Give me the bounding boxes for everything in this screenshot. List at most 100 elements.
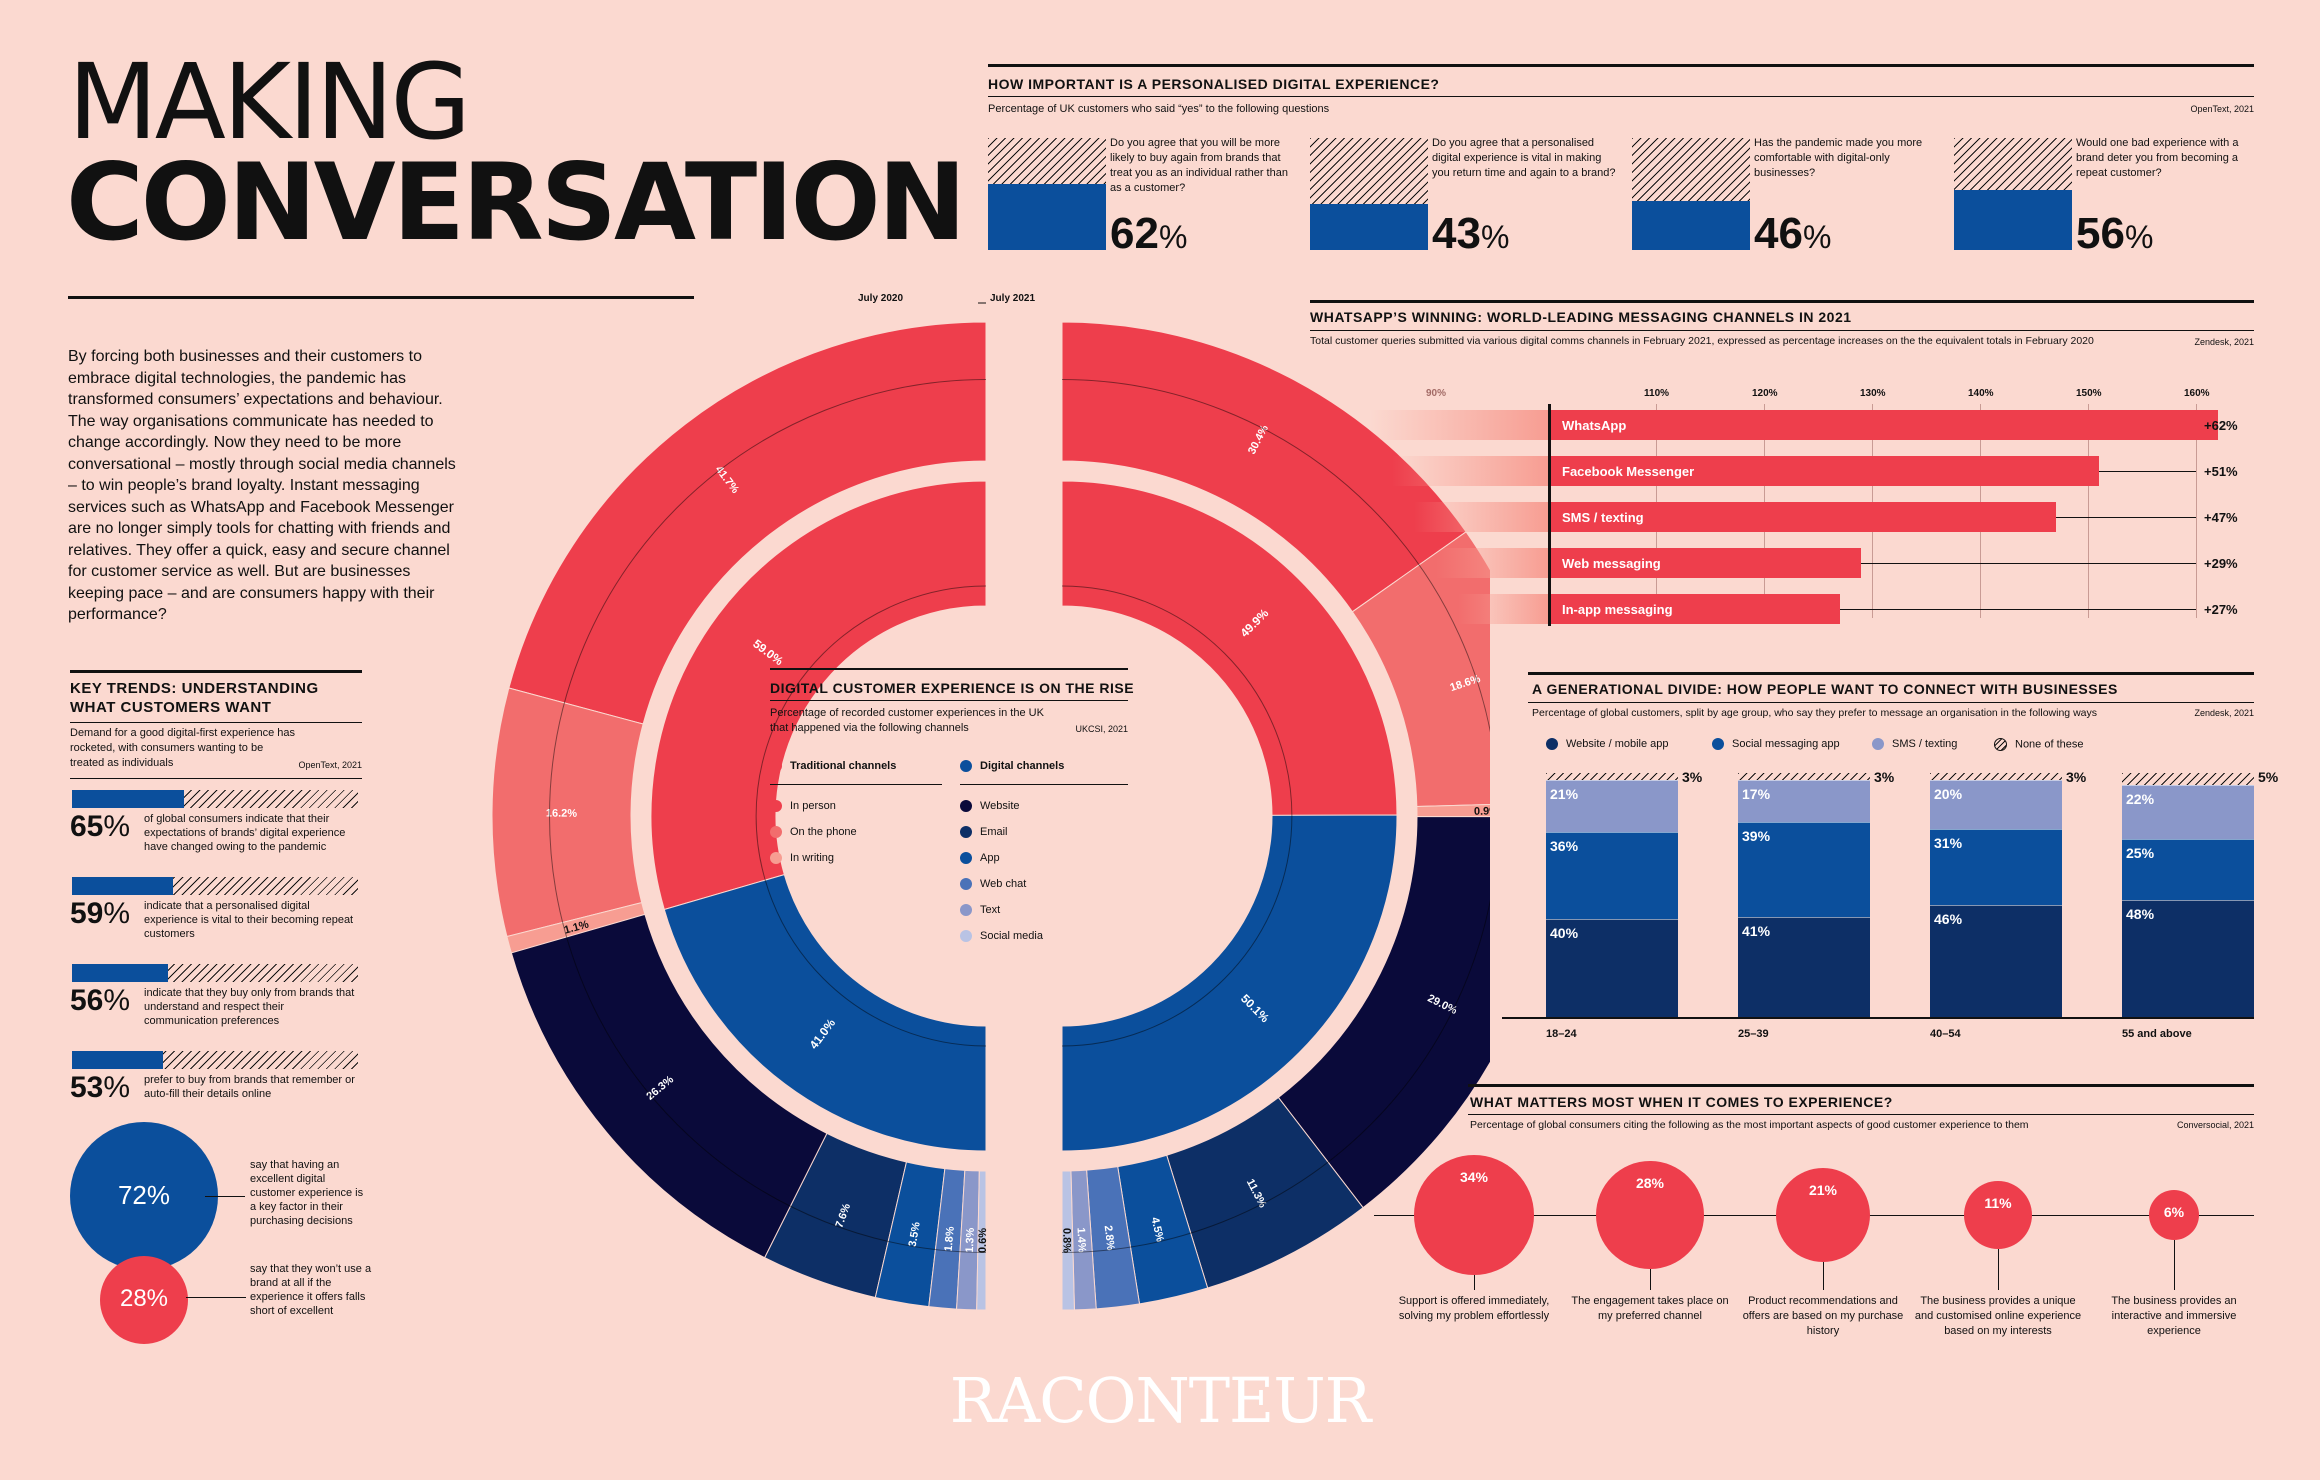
gen-baseline — [1502, 1017, 2254, 1019]
key-trends-title-2: WHAT CUSTOMERS WANT — [70, 699, 272, 716]
wa-value: +29% — [2204, 556, 2238, 571]
gen-legend-dot — [1712, 738, 1724, 751]
donut-legend-label: Text — [980, 904, 1001, 916]
donut-legend-dot — [770, 826, 782, 839]
pers-bar-fill — [1954, 190, 2072, 250]
matters-caption: The business provides an interactive and… — [2111, 1295, 2237, 1337]
gen-category: 25–39 — [1738, 1028, 1769, 1040]
donut-outer-label: 0.8% — [1060, 1228, 1072, 1253]
gen-category: 55 and above — [2122, 1028, 2192, 1040]
donut-outer-segment — [1351, 531, 1490, 808]
title-rule — [68, 296, 694, 299]
wa-tick-label: 160% — [2184, 388, 2210, 399]
donut-legend-dot — [960, 826, 972, 839]
wa-tick-label: 110% — [1644, 388, 1670, 399]
kt-text: indicate that they buy only from brands … — [144, 987, 355, 1027]
donut-legend-label: Email — [980, 826, 1008, 838]
pers-question: Do you agree that you will be more likel… — [1110, 137, 1288, 194]
gen-segment — [1930, 904, 2062, 1017]
kt-bar-fill — [72, 877, 174, 895]
donut-inner-segment — [650, 480, 987, 911]
gen-legend-item: Social messaging app — [1712, 738, 1840, 751]
main-title-line1: MAKING — [68, 41, 471, 163]
kt-text: prefer to buy from brands that remember … — [144, 1074, 355, 1100]
intro-text: By forcing both businesses and their cus… — [68, 348, 456, 623]
matters-title: WHAT MATTERS MOST WHEN IT COMES TO EXPER… — [1470, 1094, 1893, 1110]
wa-bar-label: In-app messaging — [1562, 602, 1673, 617]
gen-none-segment — [1546, 773, 1678, 781]
matters-value: 6% — [2163, 1203, 2185, 1220]
donut-outer-label: 4.5% — [1148, 1216, 1165, 1243]
donut-guide-arc — [755, 585, 987, 1047]
gen-segment-label: 22% — [2126, 791, 2155, 808]
donut-legend-dot — [960, 878, 972, 891]
donut-legend-rule — [770, 784, 942, 785]
pers-value: 46% — [1754, 209, 1832, 258]
wa-fade — [1392, 456, 1548, 486]
donut-legend-item: Social media — [960, 930, 1043, 943]
wa-tick-label: 140% — [1968, 388, 1994, 399]
donut-legend-dot — [960, 760, 972, 773]
donut-legend-item: Text — [960, 904, 1001, 917]
matters-caption: Product recommendations and offers are b… — [1742, 1295, 1904, 1337]
kt-value: 56% — [70, 984, 131, 1017]
kt-text: of global consumers indicate that their … — [144, 813, 346, 853]
donut-outer-label: 1.8% — [943, 1226, 957, 1252]
gen-legend-item: Website / mobile app — [1546, 738, 1669, 751]
raconteur-logo: RACONTEUR — [949, 1364, 1372, 1437]
donut-inner-segment — [1061, 814, 1398, 1152]
key-trends-rule — [70, 670, 362, 673]
gen-segment — [1930, 829, 2062, 905]
circle-28-label: 28% — [119, 1285, 169, 1312]
wa-tick-label: 90% — [1426, 388, 1447, 399]
pers-bar-fill — [1310, 204, 1428, 250]
donut-center-title: DIGITAL CUSTOMER EXPERIENCE IS ON THE RI… — [770, 680, 1135, 696]
wa-bar-label: SMS / texting — [1562, 510, 1644, 525]
gen-legend-item: SMS / texting — [1872, 738, 1957, 751]
generational-source: Zendesk, 2021 — [2194, 708, 2254, 718]
wa-leader — [2098, 471, 2196, 472]
wa-bar — [1551, 548, 1862, 578]
gen-segment-label: 31% — [1934, 835, 1963, 852]
pers-value: 43% — [1432, 209, 1510, 258]
donut-inner-segment — [1061, 480, 1398, 816]
donut-legend-dot — [770, 852, 782, 865]
whatsapp-source: Zendesk, 2021 — [2194, 337, 2254, 347]
matters-caption: The business provides a unique and custo… — [1914, 1295, 2082, 1337]
gen-segment-label: 20% — [1934, 786, 1963, 803]
pers-bar-fill — [988, 184, 1106, 250]
donut-right-label: July 2021 — [990, 293, 1036, 304]
generational-title: A GENERATIONAL DIVIDE: HOW PEOPLE WANT T… — [1532, 681, 2118, 697]
pers-question: Do you agree that a personalised digital… — [1432, 137, 1616, 179]
wa-bar — [1551, 410, 2218, 440]
matters-bubble — [2148, 1189, 2200, 1241]
donut-guide-arc — [1061, 379, 1490, 1253]
wa-bar-label: Facebook Messenger — [1562, 464, 1695, 479]
key-trends-title-1: KEY TRENDS: UNDERSTANDING — [70, 680, 319, 697]
personalised-source: OpenText, 2021 — [2190, 104, 2254, 114]
donut-legend-dot — [960, 930, 972, 943]
wa-gridline — [2088, 404, 2089, 618]
wa-fade — [1414, 502, 1548, 532]
circle-28-text: say that they won’t use a brand at all i… — [250, 1263, 372, 1317]
wa-bar-label: Web messaging — [1562, 556, 1661, 571]
donut-outer-segment — [1061, 1170, 1075, 1311]
donut-legend-item: Web chat — [960, 878, 1026, 891]
donut-legend-dot — [770, 760, 782, 773]
generational-subtitle: Percentage of global customers, split by… — [1532, 707, 2097, 719]
wa-tick-label: 130% — [1860, 388, 1886, 399]
matters-source: Conversocial, 2021 — [2176, 1120, 2254, 1130]
gen-segment — [1738, 780, 1870, 822]
kt-value: 59% — [70, 897, 131, 930]
wa-bar-label: WhatsApp — [1562, 418, 1627, 433]
donut-legend-item: App — [960, 852, 1000, 865]
wa-leader — [1839, 609, 2196, 610]
matters-bubble — [1595, 1160, 1705, 1270]
pers-question: Would one bad experience with a brand de… — [2076, 137, 2239, 179]
gen-legend-label: Website / mobile app — [1566, 738, 1669, 750]
wa-value: +47% — [2204, 510, 2238, 525]
gen-none-segment — [2122, 773, 2254, 786]
gen-segment-label: 25% — [2126, 844, 2155, 861]
circle-72 — [70, 1122, 218, 1270]
gen-legend-item: None of these — [1994, 738, 2084, 751]
